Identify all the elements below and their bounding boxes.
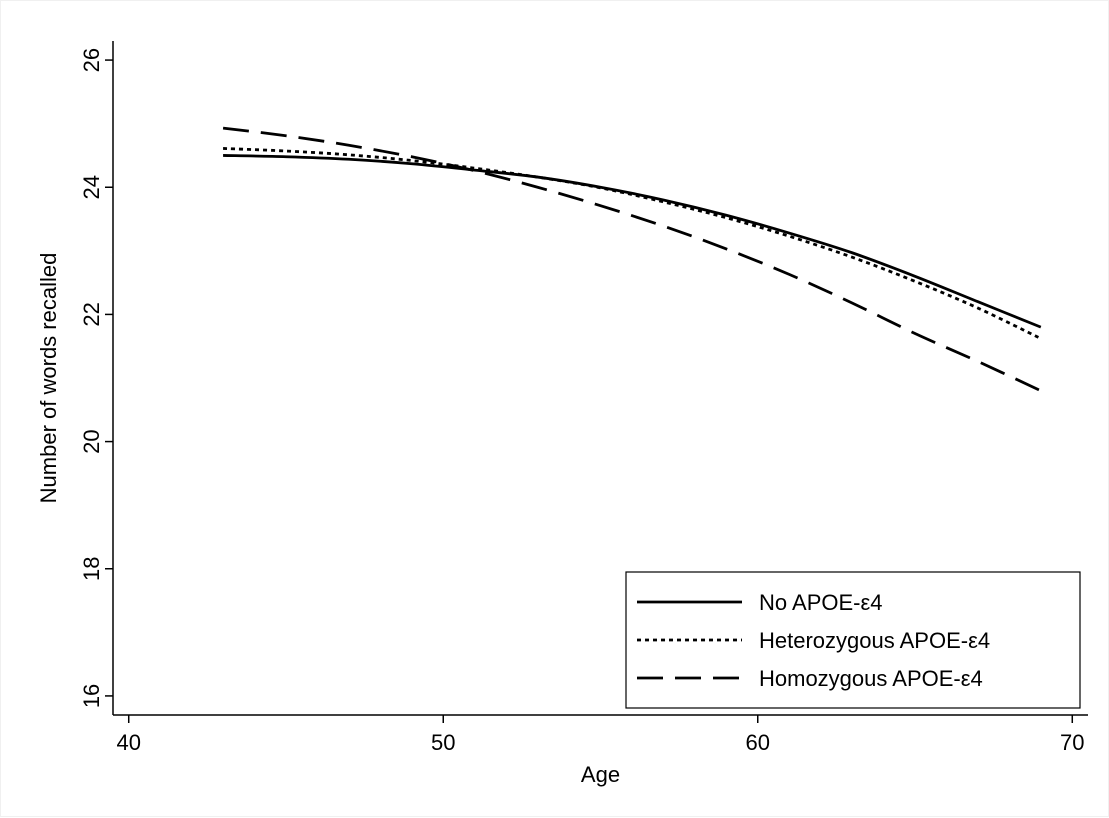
y-tick-label: 18 (79, 557, 104, 581)
legend-label: No APOE-ε4 (759, 590, 883, 615)
series-line (223, 147, 1042, 340)
y-tick-label: 16 (79, 684, 104, 708)
x-tick-label: 70 (1060, 730, 1084, 755)
series-lines (222, 126, 1042, 392)
x-tick-label: 60 (746, 730, 770, 755)
y-tick-label: 22 (79, 302, 104, 326)
legend-label: Heterozygous APOE-ε4 (759, 628, 990, 653)
x-tick-label: 50 (431, 730, 455, 755)
series-line (223, 154, 1042, 329)
series-line (222, 126, 1042, 392)
x-axis-label: Age (581, 762, 620, 787)
tick-marks: 40 50 60 70 16 18 20 22 24 26 (79, 48, 1085, 755)
axes (112, 41, 1088, 716)
y-axis-label: Number of words recalled (36, 253, 61, 504)
y-tick-label: 20 (79, 429, 104, 453)
x-tick-label: 40 (116, 730, 140, 755)
legend-label: Homozygous APOE-ε4 (759, 666, 983, 691)
y-tick-label: 26 (79, 48, 104, 72)
y-tick-label: 24 (79, 175, 104, 199)
legend: No APOE-ε4 Heterozygous APOE-ε4 Homozygous… (625, 571, 1081, 709)
